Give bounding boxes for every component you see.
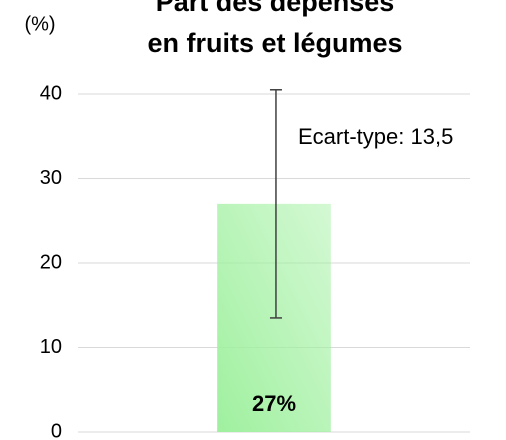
y-tick-label: 20: [40, 251, 62, 273]
chart-title: en fruits et légumes: [147, 28, 402, 58]
y-axis-label: (%): [24, 13, 55, 35]
y-tick-label: 40: [40, 82, 62, 104]
y-tick-label: 10: [40, 336, 62, 358]
y-tick-label: 0: [51, 420, 62, 440]
y-tick-label: 30: [40, 167, 62, 189]
chart-title: Part des dépenses: [156, 0, 395, 17]
data-label: 27%: [252, 391, 296, 416]
annotation: Ecart-type: 13,5: [298, 124, 453, 149]
